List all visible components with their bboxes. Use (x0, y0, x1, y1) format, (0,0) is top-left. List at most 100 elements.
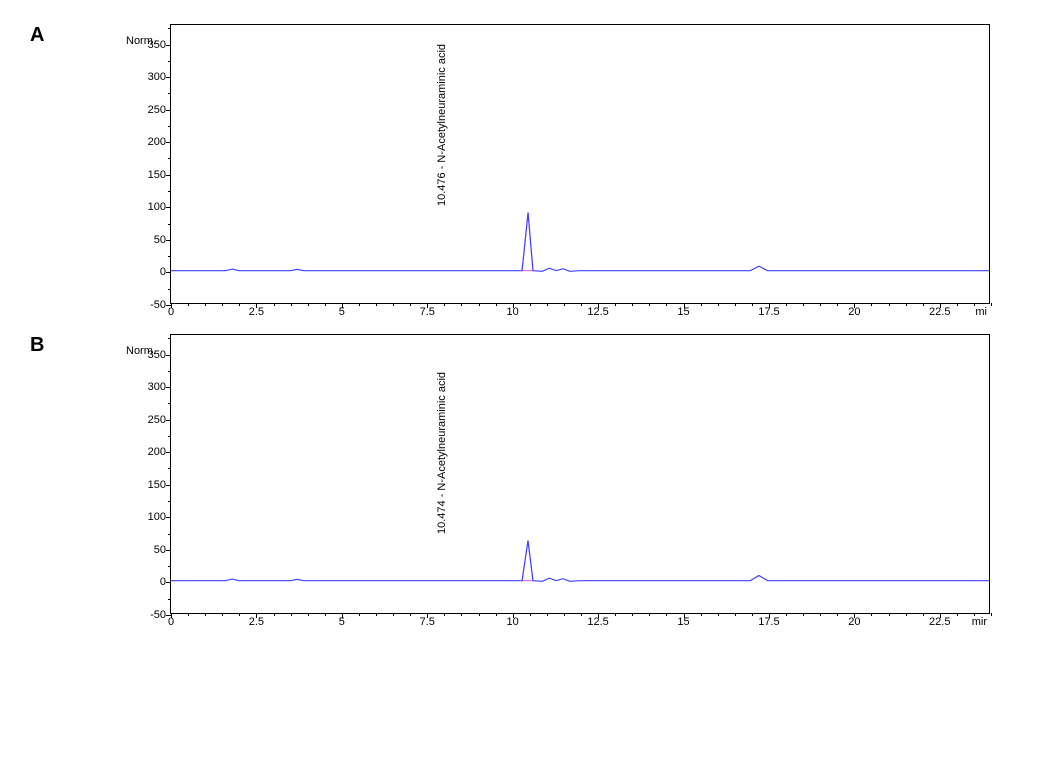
x-minor-tick (837, 613, 838, 616)
x-minor-tick (530, 303, 531, 306)
x-minor-tick (735, 303, 736, 306)
chart-wrap: FLD1 A, Ex=373, Em=448 (NANA\NANA1008 20… (112, 24, 998, 304)
y-tick-label: 100 (148, 201, 166, 213)
x-minor-tick (530, 613, 531, 616)
x-minor-tick (376, 303, 377, 306)
x-minor-tick (906, 303, 907, 306)
chromatogram-panel-a: AFLD1 A, Ex=373, Em=448 (NANA\NANA1008 2… (40, 24, 998, 304)
x-minor-tick (359, 613, 360, 616)
x-tick (171, 613, 172, 618)
x-tick (427, 613, 428, 618)
chromatogram-trace (171, 541, 989, 582)
x-tick (769, 613, 770, 618)
x-minor-tick (632, 303, 633, 306)
x-minor-tick (376, 613, 377, 616)
x-minor-tick (649, 303, 650, 306)
x-tick (342, 303, 343, 308)
x-tick (598, 613, 599, 618)
x-axis-unit: mir (972, 616, 987, 628)
y-tick-label: 300 (148, 71, 166, 83)
x-minor-tick (820, 303, 821, 306)
x-minor-tick (410, 303, 411, 306)
y-tick-label: 250 (148, 414, 166, 426)
x-minor-tick (632, 613, 633, 616)
x-minor-tick (239, 613, 240, 616)
x-minor-tick (991, 613, 992, 616)
x-minor-tick (274, 613, 275, 616)
x-minor-tick (564, 613, 565, 616)
x-tick (769, 303, 770, 308)
x-minor-tick (239, 303, 240, 306)
x-minor-tick (615, 613, 616, 616)
x-minor-tick (752, 303, 753, 306)
x-minor-tick (205, 613, 206, 616)
x-minor-tick (701, 613, 702, 616)
x-tick (684, 613, 685, 618)
x-minor-tick (410, 613, 411, 616)
x-minor-tick (666, 303, 667, 306)
x-tick (427, 303, 428, 308)
x-minor-tick (188, 613, 189, 616)
y-tick-label: -50 (150, 299, 166, 311)
x-tick (684, 303, 685, 308)
x-minor-tick (291, 613, 292, 616)
x-minor-tick (564, 303, 565, 306)
x-tick (342, 613, 343, 618)
y-tick-label: 100 (148, 511, 166, 523)
x-tick (854, 613, 855, 618)
x-tick (513, 613, 514, 618)
x-minor-tick (871, 303, 872, 306)
y-tick-label: 50 (154, 544, 166, 556)
x-minor-tick (837, 303, 838, 306)
y-tick-label: 350 (148, 39, 166, 51)
x-minor-tick (308, 613, 309, 616)
peak-label: 10.474 - N-Acetylneuraminic acid (436, 372, 448, 534)
x-minor-tick (871, 613, 872, 616)
x-minor-tick (547, 613, 548, 616)
peak-label: 10.476 - N-Acetylneuraminic acid (436, 44, 448, 206)
x-tick (171, 303, 172, 308)
x-minor-tick (803, 613, 804, 616)
x-minor-tick (615, 303, 616, 306)
x-minor-tick (803, 303, 804, 306)
y-tick-label: 150 (148, 169, 166, 181)
x-tick (513, 303, 514, 308)
chromatogram-trace (171, 212, 989, 271)
x-minor-tick (581, 613, 582, 616)
panel-label: B (30, 334, 44, 357)
x-minor-tick (479, 613, 480, 616)
x-minor-tick (649, 613, 650, 616)
x-minor-tick (274, 303, 275, 306)
x-minor-tick (479, 303, 480, 306)
x-minor-tick (786, 613, 787, 616)
x-minor-tick (923, 613, 924, 616)
y-tick-label: 200 (148, 446, 166, 458)
x-minor-tick (786, 303, 787, 306)
x-minor-tick (581, 303, 582, 306)
x-minor-tick (222, 303, 223, 306)
x-minor-tick (496, 613, 497, 616)
x-minor-tick (718, 303, 719, 306)
x-minor-tick (906, 613, 907, 616)
x-minor-tick (496, 303, 497, 306)
x-tick (256, 303, 257, 308)
x-minor-tick (957, 613, 958, 616)
x-minor-tick (666, 613, 667, 616)
trace-svg (171, 335, 989, 613)
x-minor-tick (820, 613, 821, 616)
x-minor-tick (889, 613, 890, 616)
x-minor-tick (547, 303, 548, 306)
y-tick-label: 200 (148, 136, 166, 148)
x-minor-tick (957, 303, 958, 306)
y-tick-label: 50 (154, 234, 166, 246)
x-minor-tick (923, 303, 924, 306)
x-minor-tick (325, 613, 326, 616)
trace-svg (171, 25, 989, 303)
x-tick (940, 303, 941, 308)
plot-area: Norm.-5005010015020025030035002.557.5101… (170, 334, 990, 614)
x-minor-tick (393, 613, 394, 616)
x-minor-tick (291, 303, 292, 306)
x-tick (256, 613, 257, 618)
x-tick (854, 303, 855, 308)
x-minor-tick (735, 613, 736, 616)
